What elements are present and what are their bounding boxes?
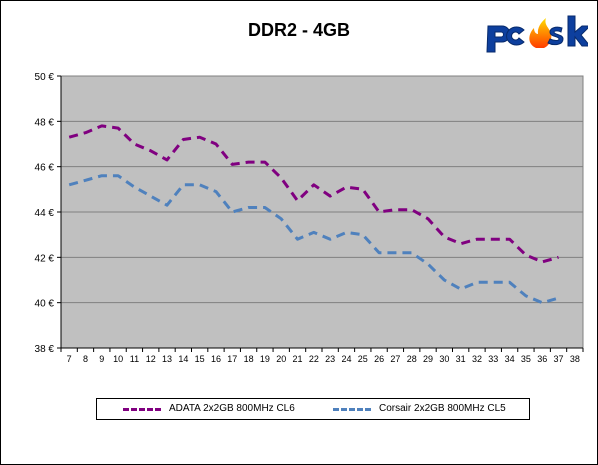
x-tick-label: 32 (472, 354, 482, 364)
x-tick-label: 10 (113, 354, 123, 364)
x-tick-label: 27 (390, 354, 400, 364)
series-lines (68, 124, 559, 305)
y-axis-ticks: 38 € 40 € 42 € 44 € 46 € 48 € 50 € (35, 72, 61, 355)
y-tick-label: 48 € (35, 117, 55, 128)
x-tick-label: 20 (276, 354, 286, 364)
x-tick-label: 17 (227, 354, 237, 364)
legend-swatch-corsair (333, 408, 371, 411)
x-tick-label: 22 (309, 354, 319, 364)
x-tick-label: 28 (407, 354, 417, 364)
y-tick-label: 50 € (35, 72, 55, 83)
x-tick-label: 38 (570, 354, 580, 364)
x-tick-label: 18 (244, 354, 254, 364)
x-tick-label: 29 (423, 354, 433, 364)
pcsk-logo-graphic (486, 15, 592, 53)
series-line-adata (68, 124, 559, 264)
plot-area (60, 75, 584, 349)
x-tick-label: 26 (374, 354, 384, 364)
x-tick-label: 34 (505, 354, 515, 364)
series-line-corsair (68, 174, 559, 305)
x-tick-label: 9 (99, 354, 104, 364)
y-tick-label: 44 € (35, 208, 55, 219)
legend-item-adata: ADATA 2x2GB 800MHz CL6 (123, 401, 323, 417)
x-tick-label: 35 (521, 354, 531, 364)
x-tick-label: 14 (178, 354, 188, 364)
x-tick-label: 30 (439, 354, 449, 364)
x-tick-label: 25 (358, 354, 368, 364)
x-tick-label: 31 (456, 354, 466, 364)
y-tick-label: 46 € (35, 163, 55, 174)
x-tick-label: 23 (325, 354, 335, 364)
y-tick-label: 38 € (35, 344, 55, 355)
y-tick-label: 40 € (35, 299, 55, 310)
legend-label-corsair: Corsair 2x2GB 800MHz CL5 (379, 403, 506, 414)
legend-label-adata: ADATA 2x2GB 800MHz CL6 (169, 403, 295, 414)
legend: ADATA 2x2GB 800MHz CL6 Corsair 2x2GB 800… (96, 398, 530, 420)
x-tick-label: 15 (195, 354, 205, 364)
x-tick-label: 7 (67, 354, 72, 364)
legend-item-corsair: Corsair 2x2GB 800MHz CL5 (333, 401, 523, 417)
legend-swatch-adata (123, 408, 161, 411)
x-tick-label: 8 (83, 354, 88, 364)
pcsk-logo (484, 10, 592, 58)
x-tick-label: 21 (293, 354, 303, 364)
x-tick-label: 24 (341, 354, 351, 364)
x-tick-label: 12 (146, 354, 156, 364)
chart-title: DDR2 - 4GB (247, 20, 350, 40)
x-tick-label: 11 (130, 354, 139, 364)
x-axis-ticks: 7 8 9 10 11 12 13 14 15 16 17 18 19 20 21 22 23 24 25 26 27 2… (60, 348, 584, 364)
x-tick-label: 13 (162, 354, 172, 364)
x-tick-label: 37 (554, 354, 564, 364)
x-tick-label: 19 (260, 354, 270, 364)
x-tick-label: 36 (537, 354, 547, 364)
x-tick-label: 16 (211, 354, 221, 364)
y-tick-label: 42 € (35, 253, 55, 264)
x-tick-label: 33 (488, 354, 498, 364)
